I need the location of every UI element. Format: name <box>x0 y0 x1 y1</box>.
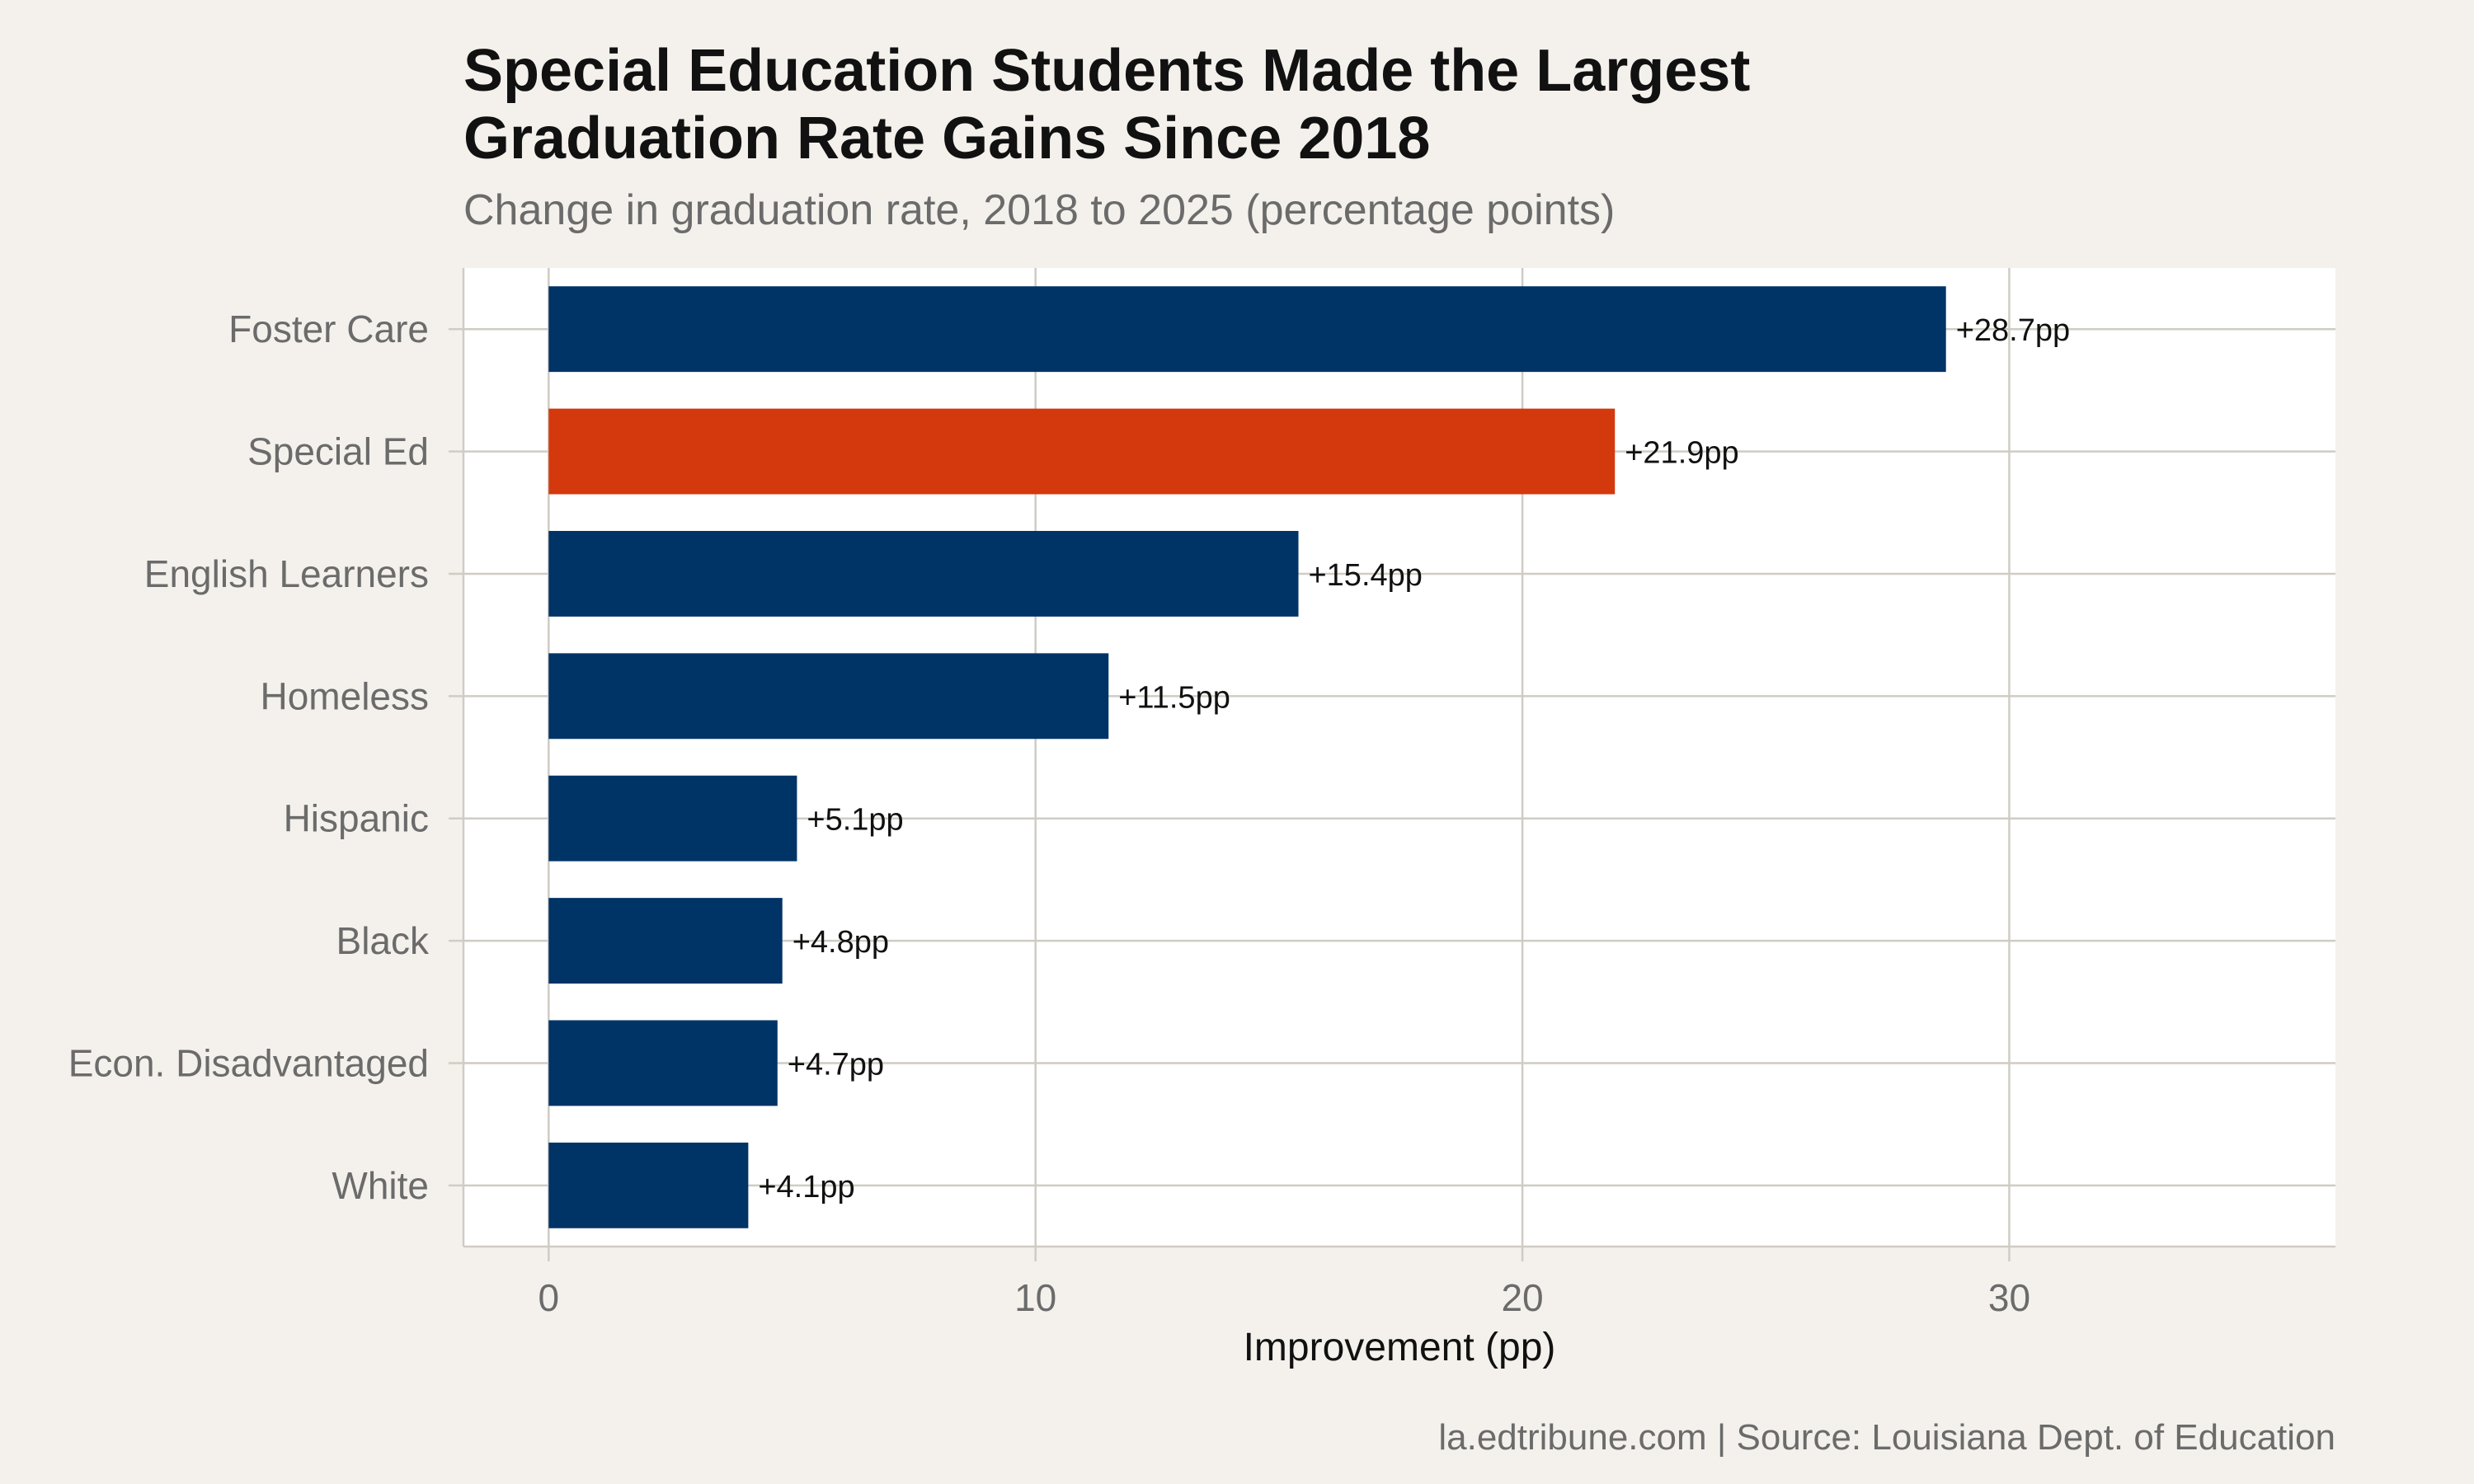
bar <box>548 1020 778 1106</box>
bar-value-label: +15.4pp <box>1308 558 1422 593</box>
chart-title-line-1: Special Education Students Made the Larg… <box>463 38 1750 104</box>
bar-value-label: +4.7pp <box>788 1047 884 1082</box>
x-tick-label: 20 <box>1501 1276 1543 1319</box>
bar-value-label: +21.9pp <box>1625 436 1738 471</box>
bar-value-label: +11.5pp <box>1118 680 1230 715</box>
category-label: Foster Care <box>228 308 429 350</box>
x-tick-label: 10 <box>1014 1276 1056 1319</box>
bar <box>548 1142 749 1228</box>
category-label: Econ. Disadvantaged <box>68 1041 429 1084</box>
bar-value-label: +28.7pp <box>1956 313 2070 348</box>
bar <box>548 408 1616 495</box>
bar-value-label: +4.1pp <box>758 1170 854 1205</box>
category-axis: Foster Care Special Ed English Learners Hom… <box>68 308 463 1207</box>
bar <box>548 898 783 984</box>
bars <box>548 286 1946 1228</box>
bar <box>548 653 1109 740</box>
bar <box>548 775 797 862</box>
chart-caption: la.edtribune.com | Source: Louisiana Dep… <box>1438 1417 2335 1458</box>
category-label: Black <box>336 919 430 962</box>
x-tick-label: 30 <box>1988 1276 2030 1319</box>
bar <box>548 531 1299 617</box>
value-axis: 0 10 20 30 <box>539 1247 2030 1319</box>
chart-title-line-2: Graduation Rate Gains Since 2018 <box>463 106 1430 171</box>
category-label: Special Ed <box>247 430 429 473</box>
x-tick-label: 0 <box>539 1276 560 1319</box>
category-label: Hispanic <box>284 797 429 840</box>
chart-subtitle: Change in graduation rate, 2018 to 2025 … <box>463 186 1615 234</box>
data-labels: +28.7pp +21.9pp +15.4pp +11.5pp +5.1pp +4.8pp… <box>758 313 2070 1205</box>
category-label: Homeless <box>260 674 429 717</box>
x-axis-title: Improvement (pp) <box>1244 1326 1556 1369</box>
bar <box>548 286 1946 373</box>
bar-value-label: +4.8pp <box>793 925 889 960</box>
category-label: White <box>332 1164 429 1207</box>
category-label: English Learners <box>144 552 429 595</box>
bar-value-label: +5.1pp <box>807 803 903 838</box>
